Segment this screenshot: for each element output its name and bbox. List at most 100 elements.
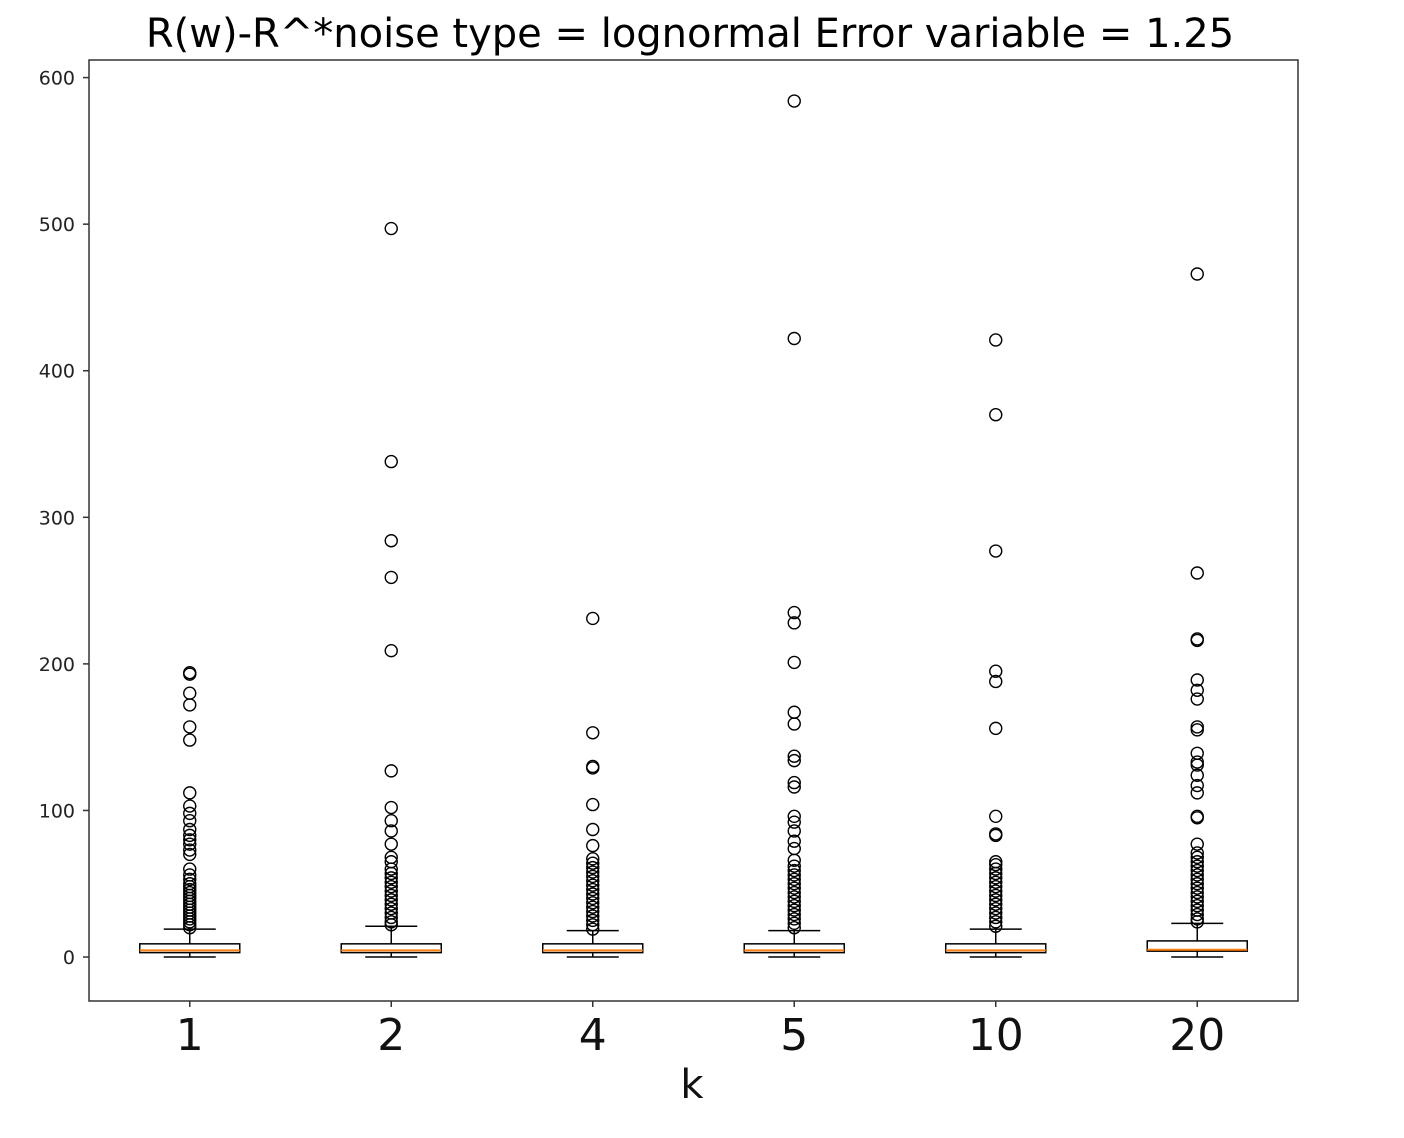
outlier-point	[1190, 907, 1204, 922]
outlier-point	[183, 799, 197, 813]
outlier-point	[989, 544, 1003, 558]
outlier-point	[1190, 673, 1204, 687]
outlier-point	[1190, 692, 1204, 706]
y-tick-label: 600	[39, 68, 75, 90]
outlier-point	[586, 726, 600, 740]
outlier-point	[384, 454, 398, 469]
outlier-point	[1190, 868, 1204, 882]
outlier-point	[183, 921, 197, 935]
outlier-point	[586, 887, 600, 901]
outlier-point	[183, 720, 197, 734]
outlier-point	[989, 875, 1003, 889]
outlier-point	[787, 749, 801, 763]
outlier-point	[586, 838, 600, 853]
box-group-k-1	[139, 665, 241, 958]
outlier-point	[1190, 786, 1204, 800]
box-group-k-20	[1146, 267, 1248, 958]
outlier-point	[586, 797, 600, 812]
outlier-point	[1190, 859, 1204, 873]
iqr-box	[1146, 940, 1248, 952]
x-tick-label: 1	[176, 1010, 204, 1061]
outlier-point	[1190, 758, 1204, 772]
outlier-point	[384, 893, 398, 907]
y-tick-label: 0	[63, 947, 75, 969]
outlier-point	[787, 868, 801, 882]
outlier-point	[787, 655, 801, 670]
outlier-point	[586, 900, 600, 914]
outlier-point	[384, 764, 398, 778]
outlier-point	[787, 877, 801, 891]
outlier-point	[183, 698, 197, 712]
outlier-point	[787, 859, 801, 873]
outlier-point	[586, 909, 600, 923]
outlier-point	[183, 814, 197, 828]
outlier-point	[787, 753, 801, 768]
y-tick-label: 100	[39, 800, 75, 822]
box-group-k-10	[945, 333, 1047, 958]
y-tick-label: 300	[39, 507, 75, 529]
outlier-point	[183, 667, 197, 681]
outlier-point	[586, 852, 600, 866]
outlier-point	[183, 806, 197, 821]
outlier-point	[384, 884, 398, 898]
iqr-box	[139, 943, 241, 954]
outlier-point	[989, 857, 1003, 872]
outlier-point	[787, 853, 801, 867]
outlier-point	[787, 872, 801, 887]
outlier-point	[586, 891, 600, 906]
x-tick-label: 20	[1169, 1010, 1225, 1061]
outlier-point	[384, 901, 398, 916]
outlier-point	[787, 899, 801, 913]
outlier-point	[787, 885, 801, 900]
outlier-point	[989, 809, 1003, 824]
outlier-point	[787, 809, 801, 824]
outlier-point	[989, 333, 1003, 347]
outlier-point	[384, 221, 398, 236]
outlier-point	[787, 775, 801, 790]
outlier-point	[787, 605, 801, 620]
y-tick-label: 200	[39, 654, 75, 676]
outlier-point	[586, 896, 600, 910]
y-tick-label: 400	[39, 361, 75, 383]
outlier-point	[1190, 683, 1204, 697]
y-tick-label: 500	[39, 214, 75, 236]
outlier-point	[586, 869, 600, 884]
outlier-point	[384, 837, 398, 851]
outlier-point	[787, 921, 801, 935]
outlier-point	[787, 815, 801, 829]
outlier-point	[989, 893, 1003, 907]
outlier-point	[1190, 633, 1204, 648]
outlier-point	[1190, 915, 1204, 929]
outlier-point	[989, 871, 1003, 885]
outlier-point	[787, 894, 801, 909]
outlier-point	[586, 611, 600, 626]
outlier-point	[787, 616, 801, 630]
outlier-point	[384, 866, 398, 881]
outlier-point	[787, 907, 801, 922]
x-tick-label: 5	[780, 1010, 808, 1061]
outlier-point	[384, 888, 398, 903]
outlier-point	[989, 408, 1003, 422]
x-axis: 1 2 4 5 10 20	[176, 1001, 1225, 1061]
outlier-point	[1190, 267, 1204, 281]
outlier-point	[1190, 872, 1204, 887]
outlier-point	[1190, 850, 1204, 865]
outlier-point	[787, 824, 801, 838]
outlier-point	[384, 814, 398, 828]
outlier-point	[1190, 894, 1204, 909]
outlier-point	[1190, 863, 1204, 878]
outlier-point	[989, 906, 1003, 920]
outlier-point	[1190, 846, 1204, 860]
outlier-point	[183, 828, 197, 843]
outlier-point	[1190, 768, 1204, 782]
outlier-point	[183, 847, 197, 862]
outlier-point	[787, 94, 801, 108]
outlier-point	[586, 860, 600, 875]
outlier-point	[1190, 811, 1204, 825]
outlier-point	[183, 843, 197, 857]
outlier-point	[384, 875, 398, 889]
outlier-point	[989, 866, 1003, 881]
outlier-point	[989, 919, 1003, 933]
plot-area	[139, 94, 1248, 958]
outlier-point	[1190, 885, 1204, 900]
